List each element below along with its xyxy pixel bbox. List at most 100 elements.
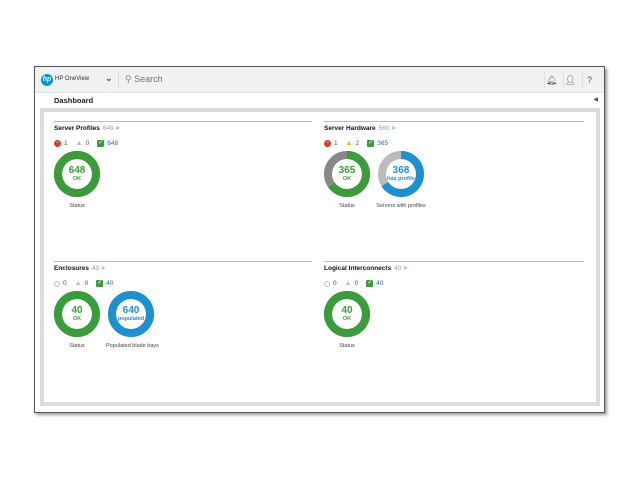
critical-count[interactable]: −1 (54, 140, 68, 147)
section-title[interactable]: Server Hardware (324, 125, 376, 132)
unknown-count[interactable]: 0 (54, 280, 67, 287)
page-title: Dashboard (54, 96, 94, 105)
arrow-right-icon[interactable]: > (403, 266, 407, 272)
section-divider (54, 261, 312, 262)
warning-value: 0 (354, 280, 359, 287)
warning-icon: ▲ (345, 140, 353, 147)
search-input[interactable] (134, 74, 255, 84)
donut-value-segment (54, 291, 100, 337)
donut-label: Status (339, 203, 355, 209)
donut-label: Populated blade bays (106, 343, 159, 349)
app-name[interactable]: HP OneView (55, 76, 90, 82)
oneview-window: hp HP OneView ⌄ ⚲ 🔔︎ 👤︎ ? Dashboard ◀ Se… (34, 66, 605, 413)
status-counts: 0 ▲ 0 ✓ 40 (324, 280, 383, 287)
donut-label: Status (339, 343, 355, 349)
arrow-right-icon[interactable]: > (101, 266, 105, 272)
warning-value: 0 (84, 280, 89, 287)
donut-chart-status[interactable]: 648 OK Status (52, 150, 102, 209)
status-counts: −1 ▲ 2 ✓ 365 (324, 140, 388, 147)
donut-chart-servers-with-profiles[interactable]: 368 has profile Servers with profiles (376, 150, 426, 209)
donut-value: 648 (68, 165, 86, 176)
donut-label: Status (69, 343, 85, 349)
ok-count[interactable]: ✓ 40 (366, 280, 383, 287)
donut-ring (54, 151, 100, 197)
donut-ring (378, 151, 424, 197)
unknown-count[interactable]: 0 (324, 280, 337, 287)
donut-value: 40 (71, 305, 83, 316)
ok-count[interactable]: ✓ 365 (367, 140, 388, 147)
donut-sublabel: populated (117, 316, 145, 322)
section-header[interactable]: Enclosures 40 > (54, 265, 105, 272)
section-title[interactable]: Logical Interconnects (324, 265, 392, 272)
donut-value: 640 (122, 305, 140, 316)
donut-value-segment (378, 151, 424, 197)
ok-count[interactable]: ✓ 40 (96, 280, 113, 287)
donut-sublabel: OK (72, 176, 82, 182)
donut-sublabel: has profile (387, 176, 415, 182)
donut-sublabel: OK (342, 176, 352, 182)
warning-value: 2 (355, 140, 360, 147)
donut-chart-status[interactable]: 40 OK Status (52, 290, 102, 349)
donut-chart-status[interactable]: 365 OK Status (322, 150, 372, 209)
unknown-value: 0 (333, 280, 337, 287)
donut-value: 365 (338, 165, 356, 176)
section-count[interactable]: 560 (378, 125, 390, 132)
status-counts: −1 ▲ 0 ✓ 648 (54, 140, 118, 147)
unknown-icon (54, 280, 60, 287)
help-icon[interactable]: ? (582, 72, 596, 88)
section-title[interactable]: Server Profiles (54, 125, 100, 132)
ok-check-icon: ✓ (97, 140, 105, 147)
donut-sublabel: OK (342, 316, 352, 322)
warning-icon: ▲ (75, 140, 83, 147)
donut-ring (54, 291, 100, 337)
warning-icon: ▲ (344, 280, 352, 287)
section-count[interactable]: 649 (102, 125, 114, 132)
critical-count[interactable]: −1 (324, 140, 338, 147)
ok-value: 40 (106, 280, 114, 287)
status-counts: 0 ▲ 0 ✓ 40 (54, 280, 113, 287)
warning-count[interactable]: ▲ 0 (76, 140, 90, 147)
bell-icon[interactable]: 🔔︎ (544, 72, 558, 88)
ok-check-icon: ✓ (367, 140, 375, 147)
donut-value-segment (324, 291, 370, 337)
donut-value-segment (54, 151, 100, 197)
ok-count[interactable]: ✓ 648 (97, 140, 118, 147)
divider (118, 72, 119, 88)
donut-label: Servers with profiles (376, 203, 426, 209)
hp-logo-icon[interactable]: hp (41, 74, 53, 86)
user-icon[interactable]: 👤︎ (563, 72, 577, 88)
warning-value: 0 (85, 140, 90, 147)
arrow-right-icon[interactable]: > (115, 126, 120, 132)
section-count[interactable]: 40 (394, 265, 402, 272)
chevron-down-icon[interactable]: ⌄ (105, 73, 113, 83)
donut-ring (108, 291, 154, 337)
donut-ring (324, 151, 370, 197)
ok-value: 40 (376, 280, 384, 287)
critical-icon: − (324, 140, 331, 147)
section-header[interactable]: Logical Interconnects 40 > (324, 265, 407, 272)
ok-value: 365 (377, 140, 389, 147)
top-bar: hp HP OneView ⌄ ⚲ 🔔︎ 👤︎ ? (35, 67, 604, 93)
donut-value-segment (324, 151, 370, 197)
warning-count[interactable]: ▲ 0 (75, 280, 89, 287)
donut-value: 40 (341, 305, 353, 316)
search-icon: ⚲ (125, 74, 132, 84)
donut-ring (324, 291, 370, 337)
collapse-icon[interactable]: ◀ (593, 97, 598, 103)
donut-value: 368 (392, 165, 410, 176)
section-header[interactable]: Server Profiles 649 > (54, 125, 119, 132)
donut-chart-status[interactable]: 40 OK Status (322, 290, 372, 349)
arrow-right-icon[interactable]: > (391, 126, 396, 132)
section-header[interactable]: Server Hardware 560 > (324, 125, 395, 132)
section-divider (324, 261, 584, 262)
donut-chart-populated-blade-bays[interactable]: 640 populated Populated blade bays (106, 290, 159, 349)
critical-value: 1 (64, 140, 68, 147)
section-title[interactable]: Enclosures (54, 265, 90, 272)
donut-label: Status (69, 203, 85, 209)
section-count[interactable]: 40 (92, 265, 100, 272)
donut-sublabel: OK (72, 316, 82, 322)
critical-value: 1 (334, 140, 338, 147)
search-box[interactable]: ⚲ (125, 74, 255, 85)
warning-count[interactable]: ▲ 0 (345, 280, 359, 287)
warning-count[interactable]: ▲ 2 (346, 140, 360, 147)
